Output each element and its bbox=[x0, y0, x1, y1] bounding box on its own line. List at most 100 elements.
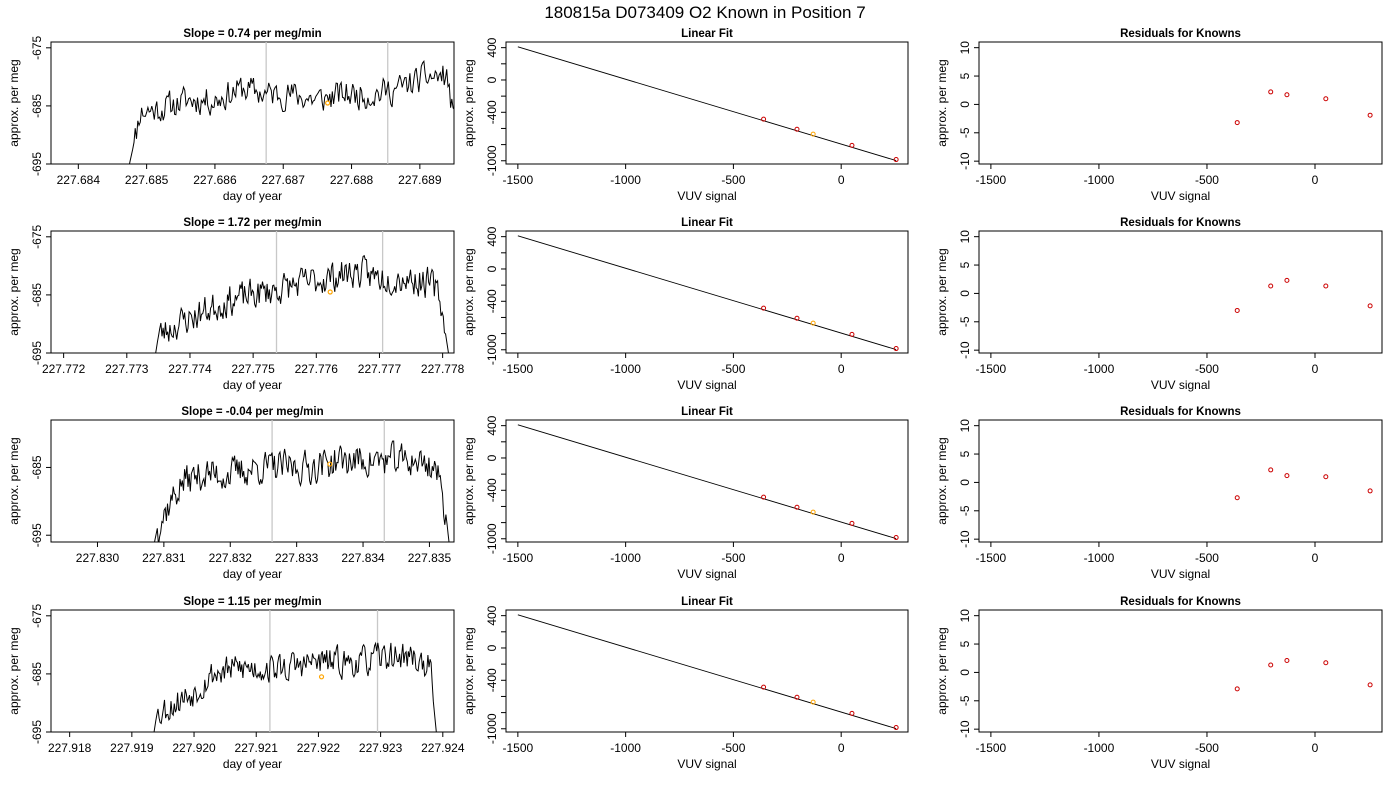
y-tick-label: -695 bbox=[30, 152, 44, 176]
y-axis-label: approx. per meg bbox=[7, 59, 21, 146]
y-axis-label: approx. per meg bbox=[935, 248, 949, 335]
y-tick-label: 5 bbox=[958, 261, 972, 268]
y-tick-label: -1000 bbox=[485, 145, 499, 176]
residual-title: Residuals for Knowns bbox=[1120, 28, 1241, 40]
x-axis-label: VUV signal bbox=[677, 189, 736, 203]
x-tick-label: -1500 bbox=[976, 173, 1007, 187]
y-tick-label: 400 bbox=[485, 37, 499, 57]
known-point bbox=[794, 315, 800, 321]
fit-title: Linear Fit bbox=[681, 406, 733, 418]
x-tick-label: 0 bbox=[838, 741, 845, 755]
x-tick-label: 227.684 bbox=[57, 173, 101, 187]
residual-panel-2: Residuals for Knowns -1500 -1000 -500 0 10 5 0 -… bbox=[935, 217, 1383, 392]
y-tick-label: 5 bbox=[958, 640, 972, 647]
signal-trace bbox=[155, 254, 449, 353]
highlight-marker bbox=[327, 461, 333, 467]
x-tick-label: -1000 bbox=[1084, 551, 1115, 565]
y-tick-label: -400 bbox=[485, 289, 499, 313]
y-tick-label: -10 bbox=[958, 152, 972, 170]
residual-point bbox=[1323, 660, 1329, 666]
residual-point bbox=[1234, 686, 1240, 692]
y-tick-label: 0 bbox=[485, 76, 499, 83]
known-point bbox=[849, 520, 855, 526]
y-tick-label: 0 bbox=[958, 669, 972, 676]
x-tick-label: -1000 bbox=[610, 551, 641, 565]
x-axis-label: VUV signal bbox=[677, 757, 736, 771]
fit-line bbox=[517, 235, 897, 351]
y-tick-label: 10 bbox=[958, 609, 972, 623]
trace-area bbox=[153, 610, 437, 732]
trace-title: Slope = 1.72 per meg/min bbox=[183, 217, 321, 229]
y-tick-label: -695 bbox=[30, 341, 44, 365]
fit-line bbox=[517, 424, 897, 540]
trace-panel-4: Slope = 1.15 per meg/min 227.918 227.919 22… bbox=[7, 596, 465, 771]
x-tick-label: 227.689 bbox=[398, 173, 442, 187]
known-point bbox=[761, 305, 767, 311]
residual-panel-3: Residuals for Knowns -1500 -1000 -500 0 10 5 0 -… bbox=[935, 406, 1383, 581]
x-tick-label: -1000 bbox=[610, 741, 641, 755]
x-tick-label: 0 bbox=[838, 551, 845, 565]
residual-point bbox=[1367, 488, 1373, 494]
x-tick-label: 0 bbox=[838, 173, 845, 187]
y-axis-label: approx. per meg bbox=[7, 437, 21, 524]
y-tick-label: 0 bbox=[485, 454, 499, 461]
x-axis-label: VUV signal bbox=[677, 378, 736, 392]
x-tick-label: 227.830 bbox=[76, 551, 120, 565]
residual-title: Residuals for Knowns bbox=[1120, 217, 1241, 229]
plot-frame bbox=[505, 41, 909, 165]
x-axis-label: day of year bbox=[223, 378, 282, 392]
x-tick-label: -1000 bbox=[1084, 362, 1115, 376]
signal-trace bbox=[153, 641, 437, 732]
plot-frame bbox=[50, 41, 455, 165]
fit-panel-4: Linear Fit -1500 -1000 -500 0 400 0 -400 -1000 VU… bbox=[462, 596, 909, 771]
x-tick-label: -1500 bbox=[503, 741, 534, 755]
x-tick-label: -1000 bbox=[1084, 173, 1115, 187]
residual-point bbox=[1284, 473, 1290, 479]
plot-frame bbox=[50, 609, 455, 733]
y-axis-label: approx. per meg bbox=[462, 248, 476, 335]
y-tick-label: -5 bbox=[958, 505, 972, 516]
trace-title: Slope = 1.15 per meg/min bbox=[183, 596, 321, 608]
y-tick-label: -685 bbox=[30, 283, 44, 307]
trace-area bbox=[128, 42, 454, 164]
residual-point bbox=[1234, 307, 1240, 313]
y-tick-label: -695 bbox=[30, 523, 44, 547]
y-axis-label: approx. per meg bbox=[935, 59, 949, 146]
x-axis-label: VUV signal bbox=[1151, 757, 1210, 771]
x-tick-label: -500 bbox=[721, 741, 745, 755]
x-tick-label: -500 bbox=[1195, 741, 1219, 755]
y-tick-label: 5 bbox=[958, 72, 972, 79]
x-tick-label: 0 bbox=[1312, 362, 1319, 376]
y-axis-label: approx. per meg bbox=[462, 437, 476, 524]
plot-frame bbox=[505, 419, 909, 543]
y-tick-label: -5 bbox=[958, 316, 972, 327]
y-tick-label: 0 bbox=[485, 265, 499, 272]
y-tick-label: -675 bbox=[30, 35, 44, 59]
highlight-marker bbox=[327, 289, 333, 295]
x-tick-label: 227.773 bbox=[105, 362, 149, 376]
x-tick-label: 227.923 bbox=[359, 741, 403, 755]
x-tick-label: 227.919 bbox=[110, 741, 154, 755]
x-tick-label: 227.831 bbox=[142, 551, 186, 565]
highlight-point bbox=[810, 509, 816, 515]
signal-trace bbox=[154, 440, 450, 542]
signal-trace bbox=[128, 60, 454, 164]
residual-point bbox=[1284, 277, 1290, 283]
y-tick-label: -5 bbox=[958, 695, 972, 706]
residual-point bbox=[1323, 474, 1329, 480]
y-axis-label: approx. per meg bbox=[462, 59, 476, 146]
y-axis-label: approx. per meg bbox=[7, 248, 21, 335]
known-point bbox=[849, 710, 855, 716]
trace-title: Slope = -0.04 per meg/min bbox=[181, 406, 323, 418]
y-tick-label: -5 bbox=[958, 127, 972, 138]
x-tick-label: -1500 bbox=[503, 362, 534, 376]
y-tick-label: -675 bbox=[30, 224, 44, 248]
x-tick-label: 0 bbox=[1312, 173, 1319, 187]
y-axis-label: approx. per meg bbox=[7, 627, 21, 714]
y-axis-label: approx. per meg bbox=[462, 627, 476, 714]
residual-panel-4: Residuals for Knowns -1500 -1000 -500 0 10 5 0 -… bbox=[935, 596, 1383, 771]
x-tick-label: -500 bbox=[1195, 362, 1219, 376]
known-point bbox=[794, 694, 800, 700]
x-axis-label: VUV signal bbox=[1151, 189, 1210, 203]
residual-point bbox=[1367, 303, 1373, 309]
